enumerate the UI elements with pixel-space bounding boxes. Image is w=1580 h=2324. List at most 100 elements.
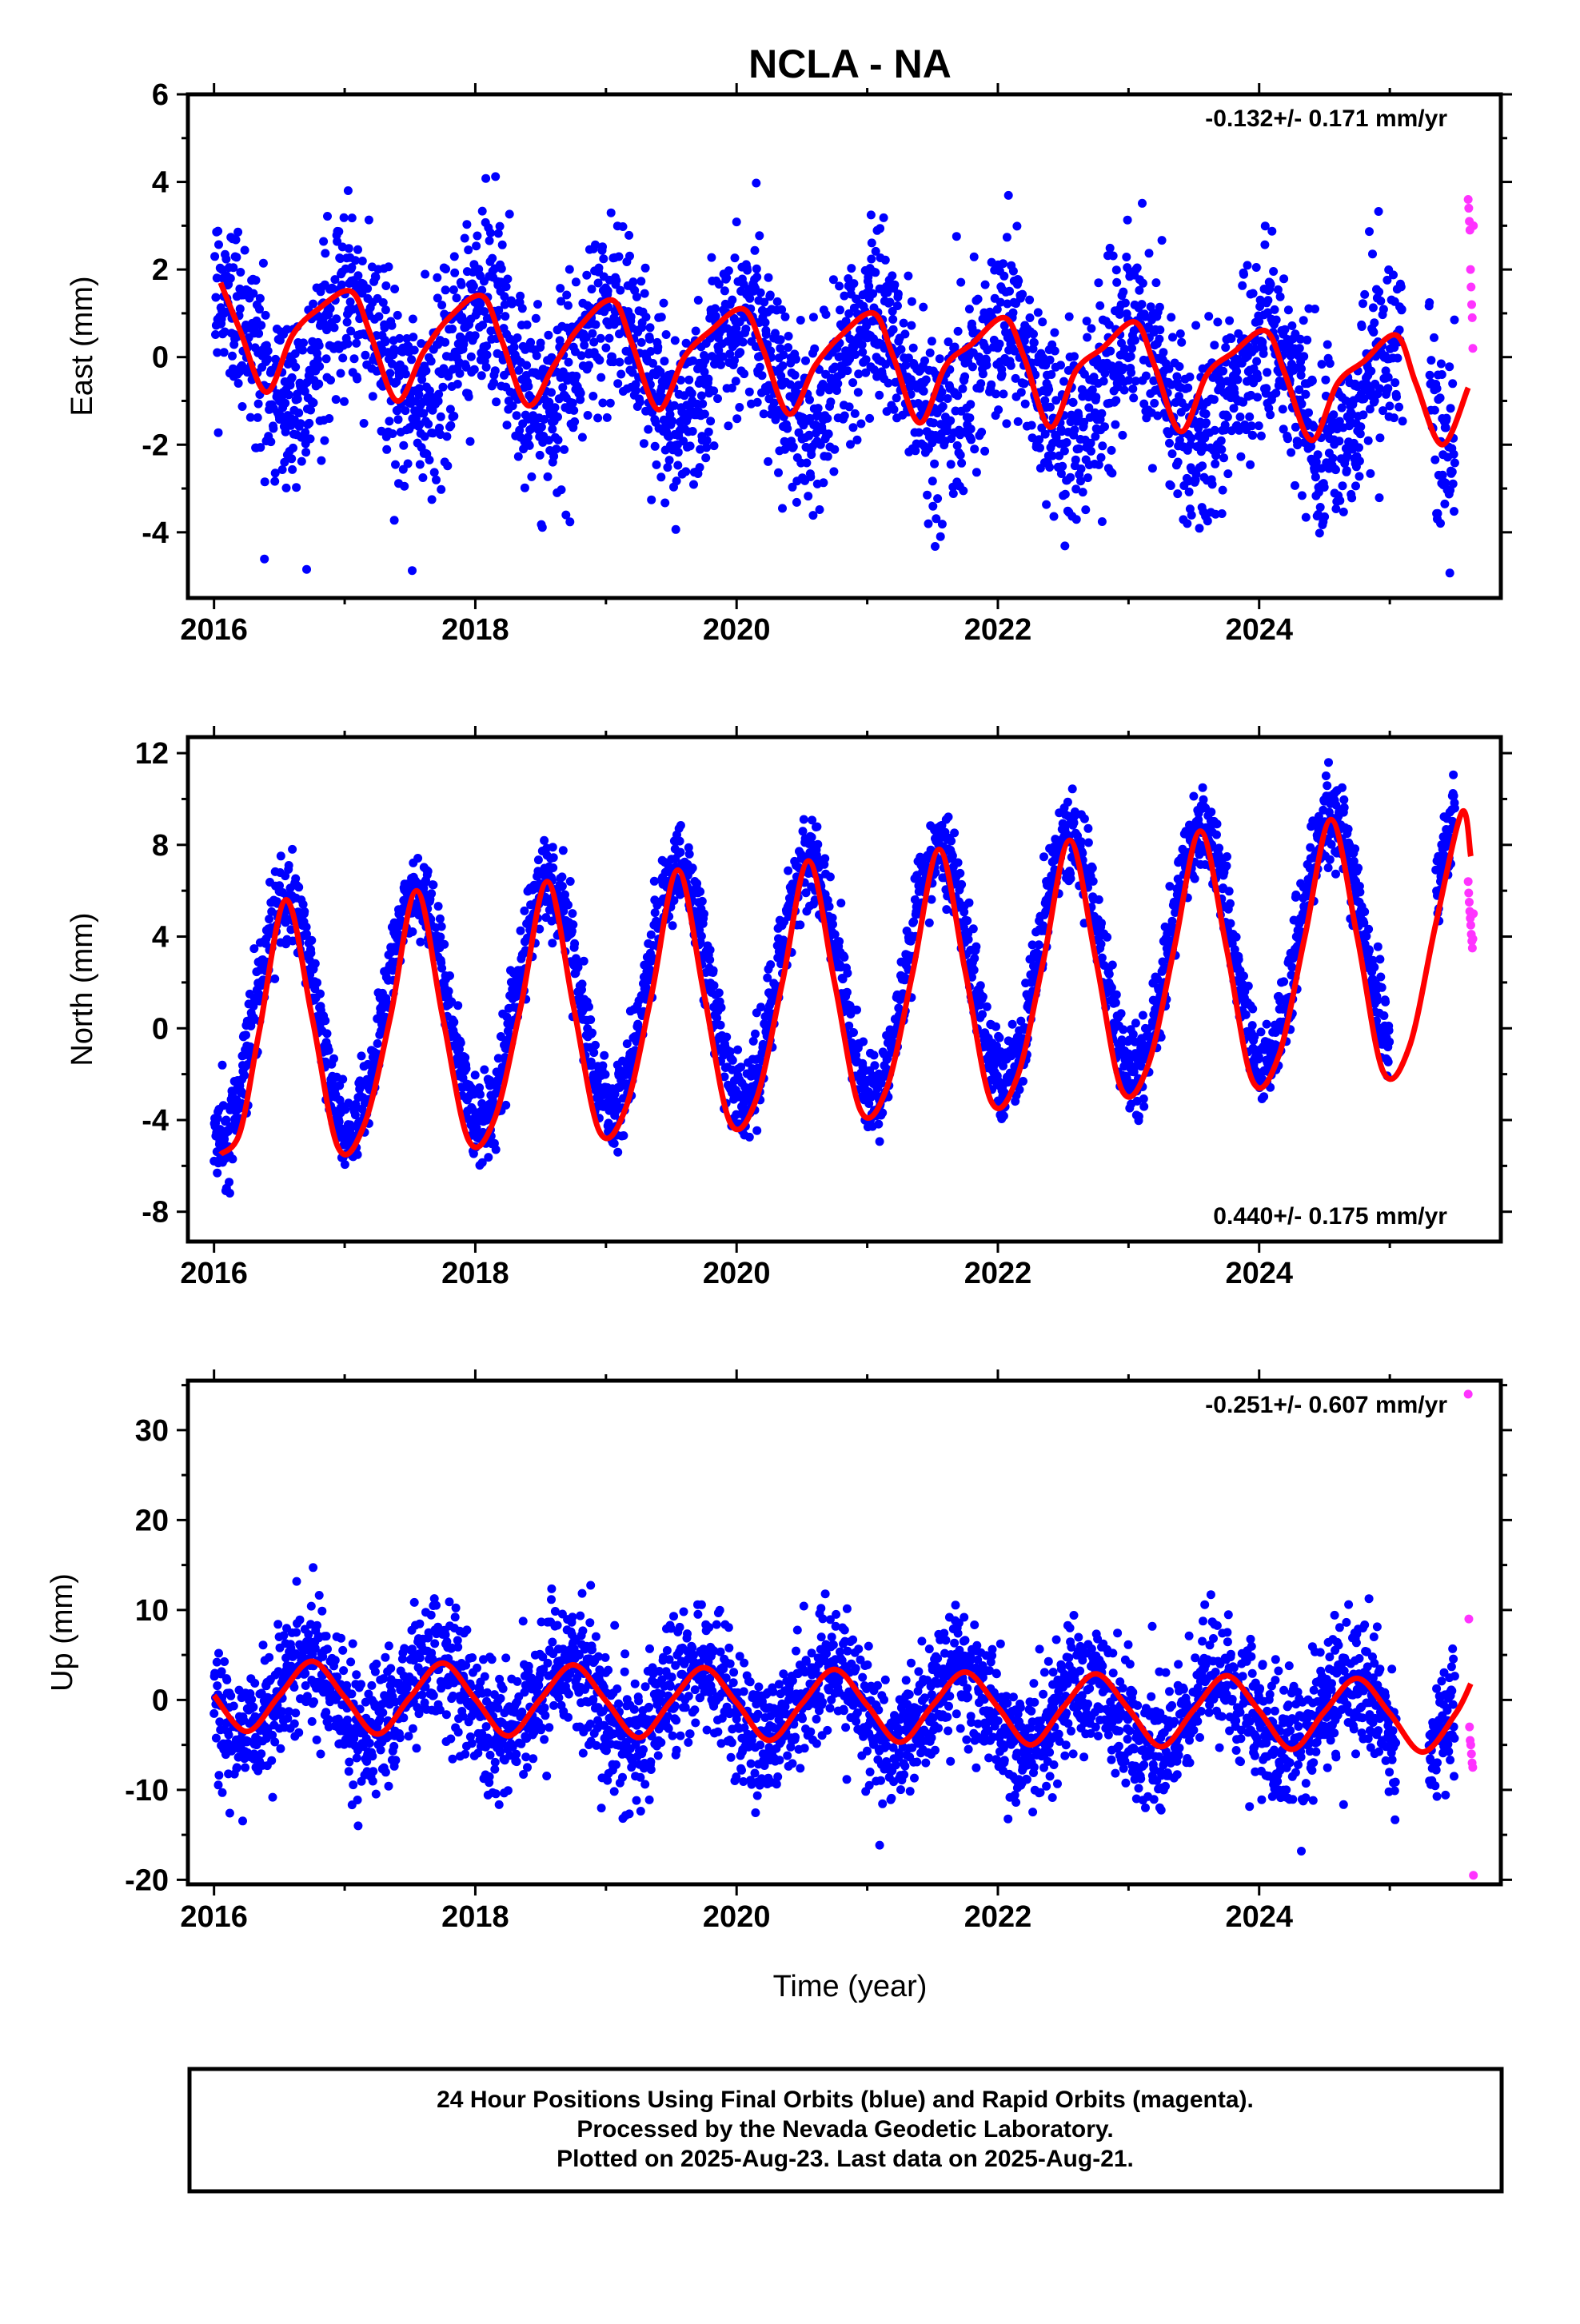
final-point	[585, 361, 593, 370]
final-point	[424, 420, 433, 429]
final-point	[456, 369, 465, 378]
final-point	[1223, 469, 1232, 478]
final-point	[565, 265, 574, 274]
final-point	[1355, 456, 1364, 465]
final-point	[254, 400, 263, 409]
final-point	[980, 447, 989, 456]
final-point	[391, 460, 400, 469]
final-point	[565, 358, 573, 367]
final-point	[603, 413, 612, 422]
final-point	[1030, 338, 1039, 347]
final-point	[724, 266, 733, 275]
final-point	[1075, 444, 1083, 453]
final-point	[1046, 356, 1055, 365]
final-point	[233, 228, 242, 237]
final-point	[1370, 318, 1379, 327]
final-point	[337, 369, 345, 378]
final-point	[936, 532, 945, 541]
final-point	[1328, 454, 1337, 463]
final-point	[672, 525, 680, 534]
final-point	[698, 400, 707, 409]
final-point	[472, 241, 481, 250]
final-point	[1174, 458, 1183, 467]
final-point	[1329, 410, 1338, 419]
final-point	[755, 231, 764, 240]
final-point	[1097, 409, 1106, 418]
final-point	[781, 313, 790, 321]
final-point	[1176, 329, 1185, 338]
final-point	[954, 327, 963, 336]
final-point	[1107, 446, 1116, 455]
final-point	[510, 343, 519, 352]
final-point	[393, 311, 402, 320]
final-point	[936, 354, 944, 363]
final-point	[578, 433, 587, 442]
final-point	[706, 946, 715, 955]
final-point	[1139, 279, 1147, 288]
final-point	[443, 461, 452, 470]
rapid-point	[1466, 265, 1475, 274]
final-point	[486, 229, 495, 237]
final-point	[1449, 480, 1458, 488]
final-point	[450, 269, 459, 277]
final-point	[1304, 409, 1313, 417]
final-point	[1155, 335, 1163, 344]
final-point	[534, 855, 543, 864]
final-point	[849, 423, 858, 432]
final-point	[400, 482, 409, 491]
final-point	[762, 330, 771, 339]
final-point	[826, 397, 835, 406]
final-point	[1050, 329, 1059, 337]
final-point	[338, 353, 347, 362]
final-point	[1375, 493, 1384, 502]
final-point	[1339, 481, 1347, 490]
final-point	[429, 880, 437, 889]
final-point	[751, 246, 760, 255]
final-point	[385, 262, 393, 271]
final-point	[694, 296, 703, 305]
final-point	[1295, 344, 1304, 353]
final-point	[972, 943, 980, 951]
final-point	[408, 927, 417, 936]
final-point	[269, 425, 277, 433]
final-point	[418, 473, 427, 482]
final-point	[281, 399, 289, 408]
final-point	[501, 1101, 510, 1110]
final-point	[840, 953, 848, 962]
final-point	[840, 412, 849, 421]
final-point	[558, 882, 567, 891]
final-point	[1087, 447, 1095, 456]
final-point	[1111, 396, 1120, 405]
final-point	[517, 927, 525, 935]
final-point	[344, 340, 353, 349]
final-point	[776, 335, 785, 344]
final-point	[591, 1041, 600, 1050]
final-point	[585, 1003, 593, 1011]
final-point	[408, 566, 417, 575]
final-point	[1272, 316, 1281, 325]
final-point	[605, 334, 614, 343]
final-point	[773, 297, 782, 306]
final-point	[599, 254, 608, 263]
final-point	[705, 955, 714, 964]
final-point	[835, 937, 844, 946]
final-point	[210, 252, 219, 261]
final-point	[320, 436, 329, 445]
final-point	[482, 363, 491, 372]
final-point	[559, 846, 568, 855]
final-point	[972, 468, 981, 476]
final-point	[995, 340, 1004, 349]
final-point	[607, 209, 616, 217]
final-point	[703, 436, 712, 444]
final-point	[692, 327, 700, 336]
final-point	[1279, 405, 1287, 413]
final-point	[317, 456, 325, 465]
final-point	[326, 376, 335, 385]
final-point	[1151, 278, 1160, 287]
final-point	[1326, 359, 1335, 368]
final-point	[625, 252, 634, 261]
final-point	[616, 286, 624, 295]
final-point	[287, 454, 296, 463]
final-point	[1060, 447, 1069, 456]
final-point	[1202, 409, 1211, 418]
